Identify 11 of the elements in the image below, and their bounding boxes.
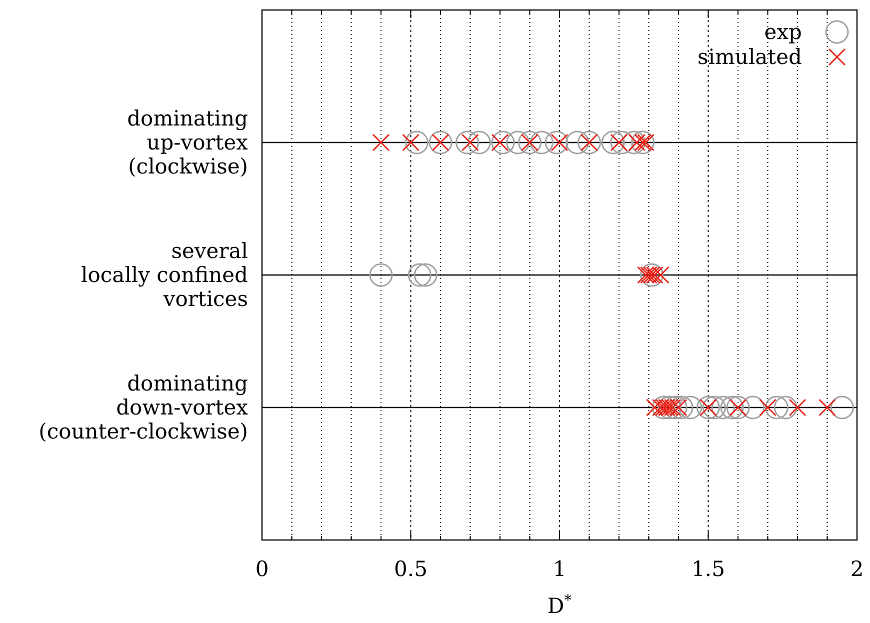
x-axis-title: D$^{*}$ bbox=[547, 592, 572, 618]
x-tick-label: 1 bbox=[552, 557, 566, 581]
x-tick-label: 2 bbox=[850, 557, 864, 581]
y-tick-label: several locally confined vortices bbox=[81, 239, 248, 311]
x-tick-label: 0.5 bbox=[394, 557, 428, 581]
y-tick-label: dominating up-vortex (clockwise) bbox=[127, 106, 248, 178]
x-tick-label: 1.5 bbox=[692, 557, 725, 581]
x-tick-label: 0 bbox=[255, 557, 269, 581]
y-tick-label: dominating down-vortex (counter-clockwise) bbox=[38, 372, 248, 444]
legend-label: simulated bbox=[698, 45, 802, 69]
legend-label: exp bbox=[764, 20, 802, 44]
